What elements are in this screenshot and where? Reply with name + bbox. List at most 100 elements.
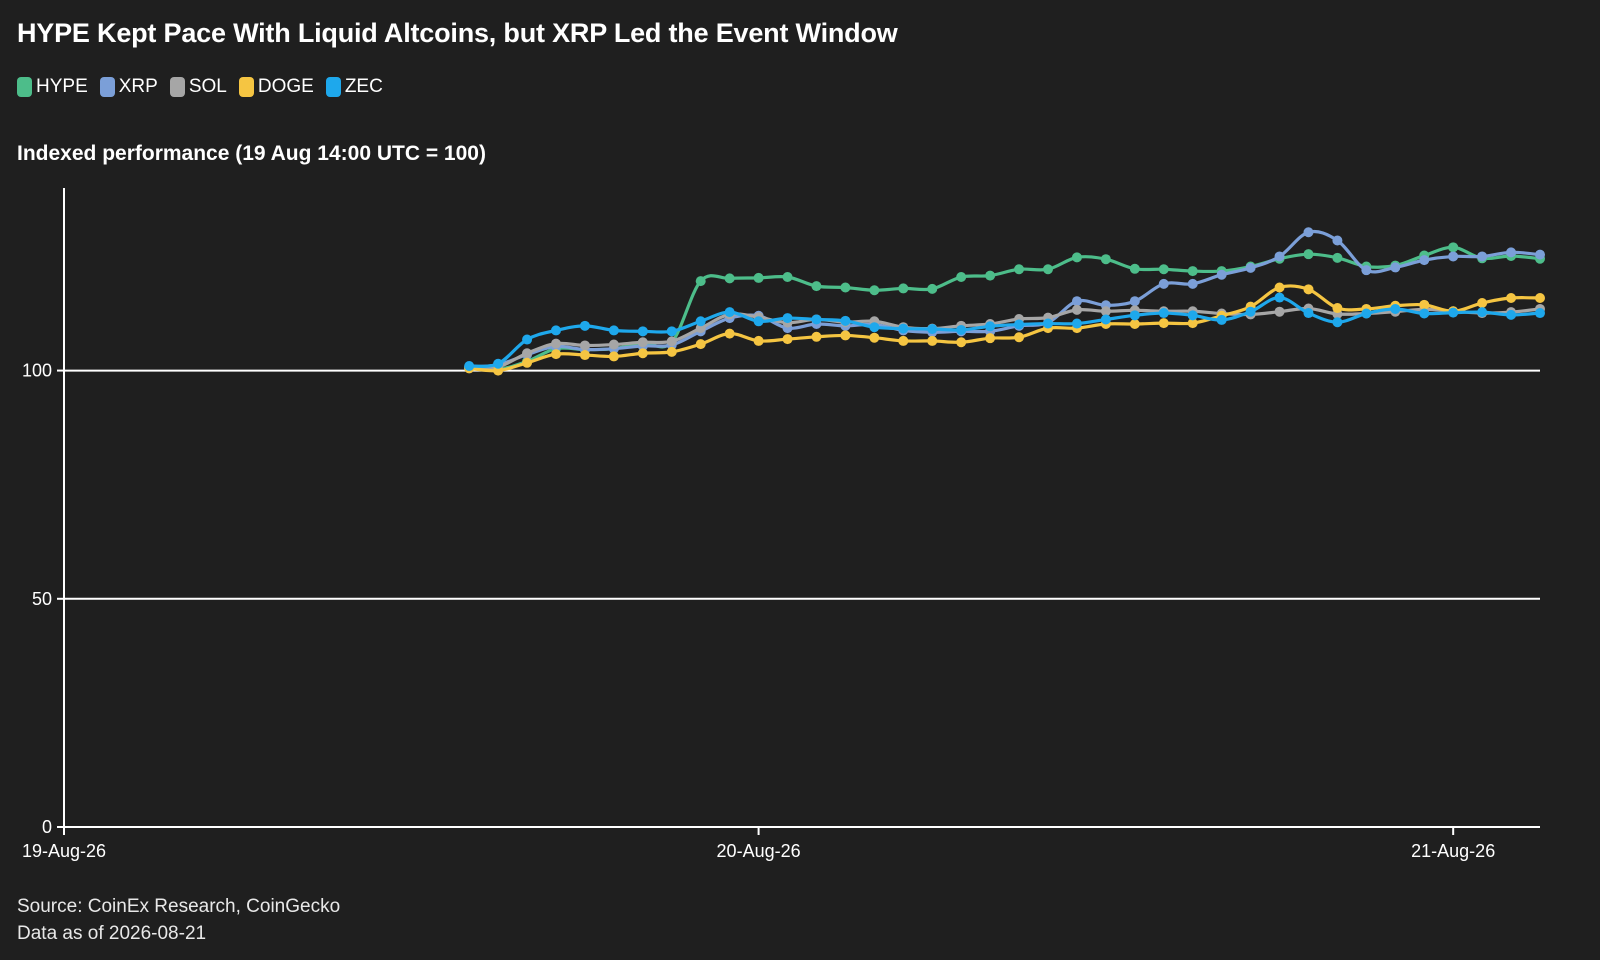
- legend-swatch-zec: [325, 77, 341, 97]
- data-point-doge: [753, 335, 764, 346]
- data-point-doge: [1129, 319, 1140, 330]
- data-point-hype: [811, 281, 822, 292]
- chart-title: HYPE Kept Pace With Liquid Altcoins, but…: [17, 18, 898, 48]
- data-point-doge: [522, 357, 533, 368]
- data-point-zec: [1419, 308, 1430, 319]
- legend-swatch-xrp: [99, 77, 115, 97]
- data-point-zec: [1245, 306, 1256, 317]
- data-point-zec: [985, 321, 996, 332]
- data-point-zec: [811, 314, 822, 325]
- legend-item-xrp[interactable]: XRP: [99, 76, 158, 98]
- data-point-zec: [1361, 308, 1372, 319]
- data-point-doge: [493, 365, 504, 376]
- data-point-xrp: [1448, 251, 1459, 262]
- data-point-zec: [1477, 307, 1488, 318]
- data-point-xrp: [1332, 235, 1343, 246]
- data-point-doge: [1187, 318, 1198, 329]
- data-point-zec: [724, 307, 735, 318]
- data-point-hype: [753, 272, 764, 283]
- data-point-sol: [695, 323, 706, 334]
- legend-item-sol[interactable]: SOL: [169, 76, 227, 98]
- data-point-zec: [956, 324, 967, 335]
- data-point-zec: [637, 326, 648, 337]
- data-point-zec: [898, 323, 909, 334]
- data-point-xrp: [1187, 278, 1198, 289]
- data-point-zec: [493, 358, 504, 369]
- data-point-hype: [956, 272, 967, 283]
- series-xrp: [464, 227, 1545, 372]
- legend-item-zec[interactable]: ZEC: [325, 76, 383, 98]
- legend-swatch-hype: [17, 77, 32, 97]
- data-point-hype: [927, 283, 938, 294]
- data-point-hype: [1100, 254, 1111, 265]
- y-tick-label: 0: [42, 817, 52, 837]
- data-point-zec: [782, 313, 793, 324]
- data-point-xrp: [1071, 296, 1082, 307]
- data-point-doge: [579, 350, 590, 361]
- data-point-zec: [1043, 318, 1053, 329]
- data-point-zec: [1216, 314, 1227, 325]
- legend-label-doge: DOGE: [257, 76, 314, 97]
- data-point-zec: [753, 316, 764, 327]
- legend: HYPE XRP SOL DOGE ZEC: [17, 76, 395, 98]
- data-point-doge: [666, 346, 677, 357]
- data-point-doge: [1419, 299, 1430, 310]
- legend-label-zec: ZEC: [344, 76, 383, 97]
- data-point-zec: [1158, 308, 1169, 319]
- data-point-hype: [1332, 252, 1343, 263]
- data-point-zec: [1014, 319, 1025, 330]
- data-point-hype: [1187, 266, 1198, 277]
- data-point-hype: [1043, 264, 1053, 275]
- y-tick-label: 50: [32, 589, 52, 609]
- series-layer: [464, 227, 1545, 376]
- data-point-zec: [666, 326, 677, 337]
- data-point-hype: [840, 282, 851, 293]
- data-point-hype: [1448, 242, 1459, 253]
- series-line-xrp: [467, 229, 1542, 369]
- data-point-zec: [1187, 310, 1198, 321]
- data-point-xrp: [1361, 265, 1372, 276]
- data-point-hype: [898, 283, 909, 294]
- series-zec: [464, 292, 1545, 372]
- data-point-hype: [869, 285, 880, 296]
- data-point-doge: [551, 349, 561, 360]
- data-point-doge: [608, 351, 619, 362]
- data-point-xrp: [1245, 262, 1256, 273]
- data-point-doge: [1506, 292, 1517, 303]
- data-point-zec: [695, 316, 706, 327]
- data-point-doge: [695, 339, 706, 350]
- data-point-hype: [1014, 264, 1025, 275]
- data-point-doge: [1477, 298, 1488, 309]
- data-point-sol: [579, 340, 590, 351]
- data-point-doge: [724, 328, 735, 339]
- data-point-doge: [898, 335, 909, 346]
- data-point-doge: [1303, 284, 1314, 295]
- y-tick-label: 100: [22, 361, 52, 381]
- data-point-hype: [724, 273, 735, 284]
- data-point-doge: [811, 331, 822, 342]
- data-point-zec: [522, 334, 533, 345]
- data-point-doge: [985, 333, 996, 344]
- legend-label-xrp: XRP: [118, 76, 158, 97]
- data-point-doge: [782, 334, 793, 345]
- legend-label-hype: HYPE: [36, 76, 88, 97]
- data-point-zec: [579, 320, 590, 331]
- data-point-zec: [1071, 318, 1082, 329]
- data-point-hype: [985, 270, 996, 281]
- data-point-zec: [464, 361, 475, 372]
- data-point-zec: [608, 325, 619, 336]
- data-point-xrp: [1506, 247, 1517, 258]
- legend-item-hype[interactable]: HYPE: [17, 76, 88, 98]
- footer: Source: CoinEx Research, CoinGecko Data …: [17, 893, 340, 947]
- data-point-zec: [1506, 309, 1517, 320]
- data-point-sol: [1274, 306, 1285, 317]
- legend-swatch-doge: [238, 77, 254, 97]
- data-point-doge: [869, 332, 880, 343]
- data-point-doge: [1158, 318, 1169, 329]
- legend-item-doge[interactable]: DOGE: [238, 76, 314, 98]
- data-point-zec: [1332, 317, 1343, 328]
- data-point-xrp: [1274, 251, 1285, 262]
- data-point-zec: [1100, 314, 1111, 325]
- data-point-sol: [522, 348, 533, 359]
- legend-swatch-sol: [169, 77, 185, 97]
